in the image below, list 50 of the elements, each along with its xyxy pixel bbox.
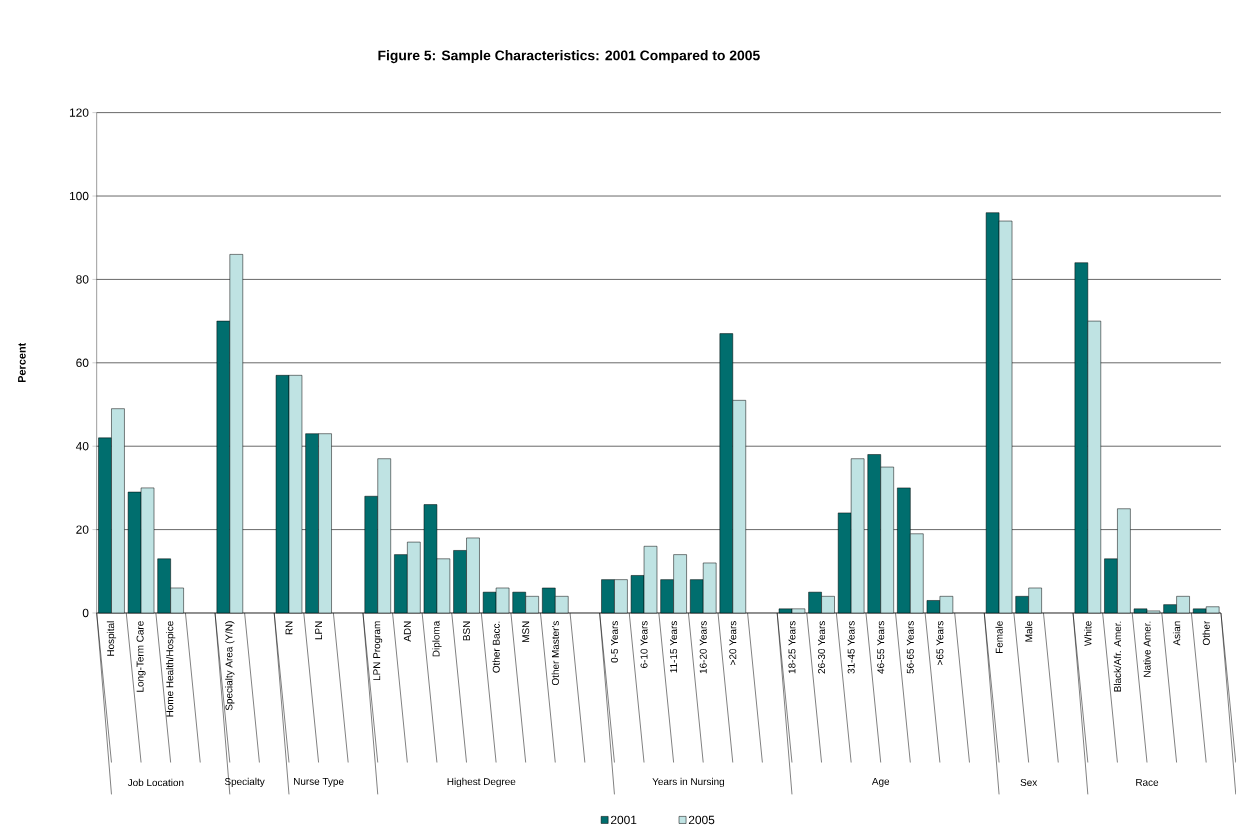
x-tick-label: ADN: [403, 621, 411, 642]
x-tick-label: Female: [995, 621, 1003, 653]
text: Years in Nursing: [652, 777, 725, 787]
y-tick-label: 120: [69, 108, 89, 117]
x-tick-label: Other: [1202, 620, 1210, 645]
x-tick-label: White: [1084, 621, 1092, 646]
y-tick-label: 80: [76, 275, 89, 284]
x-tick-label: Hospital: [106, 621, 117, 656]
text: Nurse Type: [294, 777, 344, 787]
x-tick-label: Other Master's: [551, 620, 559, 685]
y-tick-label: 100: [69, 191, 89, 201]
text: Race: [1136, 778, 1159, 786]
x-tick-label: Long-Term Care: [136, 621, 146, 692]
x-tick-label: LPN: [315, 621, 322, 640]
chart-title: Figure 5: Sample Characteristics: 2001 Compared to 2005: [378, 49, 760, 64]
x-tick-label: >65 Years: [936, 620, 944, 665]
x-tick-label: 31-45 Years: [847, 620, 855, 674]
y-tick-label: 60: [76, 358, 89, 367]
y-tick-label: 40: [75, 441, 89, 451]
text: Sex: [1020, 778, 1038, 786]
legend-label: 2005: [688, 815, 715, 825]
x-tick-label: 16-20 Years: [699, 620, 707, 674]
legend-label: 2001: [610, 815, 637, 825]
x-tick-label: LPN Program: [373, 621, 383, 680]
x-tick-label: Black/Afr. Amer.: [1113, 621, 1122, 692]
text: Job Location: [127, 778, 184, 786]
x-tick-label: 18-25 Years: [788, 620, 796, 674]
x-tick-label: MSN: [522, 621, 530, 642]
x-tick-label: Home Health/Hospice: [166, 621, 176, 717]
x-tick-label: BSN: [463, 621, 471, 641]
x-tick-label: 46-55 Years: [877, 620, 885, 674]
x-tick-label: 26-30 Years: [818, 620, 826, 674]
x-tick-label: 0-5 Years: [610, 620, 618, 663]
text: Age: [871, 777, 890, 787]
x-tick-label: Male: [1025, 621, 1033, 642]
y-axis-title: Percent: [18, 342, 26, 382]
text: Highest Degree: [447, 777, 516, 787]
x-tick-label: RN: [285, 621, 293, 635]
text: Specialty: [224, 777, 265, 787]
x-tick-label: Asian: [1172, 621, 1181, 646]
x-tick-label: Diploma: [432, 620, 442, 657]
y-tick-label: 0: [82, 608, 89, 618]
x-tick-label: 56-65 Years: [906, 620, 914, 674]
x-tick-label: >20 Years: [729, 620, 737, 665]
x-tick-label: Other Bacc.: [492, 621, 500, 673]
x-tick-label: Specialty Area (Y/N): [225, 621, 235, 711]
x-tick-label: 11-15 Years: [670, 620, 678, 673]
x-tick-label: 6-10 Years: [640, 620, 648, 668]
y-tick-label: 20: [76, 525, 89, 534]
x-tick-label: Native Amer.: [1143, 621, 1151, 677]
